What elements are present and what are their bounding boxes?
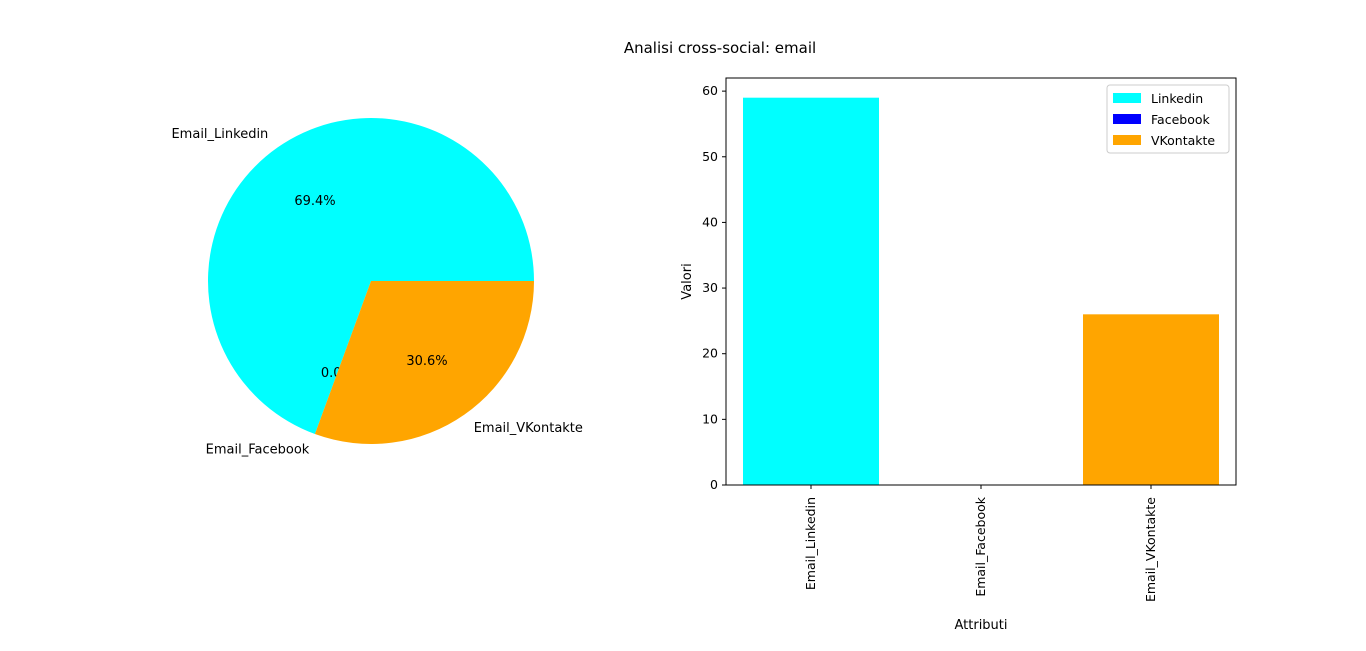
y-tick-label: 50 — [702, 149, 718, 164]
y-tick-label: 30 — [702, 280, 718, 295]
pie-label-email-facebook: Email_Facebook — [206, 442, 310, 457]
y-tick-label: 20 — [702, 346, 718, 361]
legend-label-vkontakte: VKontakte — [1151, 133, 1215, 148]
pie-chart: Email_Linkedin69.4%Email_Facebook0.0%Ema… — [171, 117, 583, 457]
legend-swatch-vkontakte — [1113, 135, 1141, 145]
pie-percent-email-linkedin: 69.4% — [294, 194, 335, 209]
legend-swatch-facebook — [1113, 114, 1141, 124]
figure-title: Analisi cross-social: email — [624, 39, 816, 57]
pie-label-email-linkedin: Email_Linkedin — [171, 127, 268, 142]
y-tick-label: 60 — [702, 83, 718, 98]
bar-email-vkontakte — [1083, 314, 1219, 485]
y-tick-label: 40 — [702, 214, 718, 229]
legend: Linkedin Facebook VKontakte — [1106, 84, 1230, 154]
legend-label-facebook: Facebook — [1151, 112, 1210, 127]
pie-slice-email-linkedin — [207, 117, 534, 435]
legend-swatch-linkedin — [1113, 93, 1141, 103]
x-axis-label: Attributi — [954, 618, 1007, 633]
pie-slice-email-vkontakte — [314, 281, 534, 444]
bar-email-linkedin — [743, 97, 879, 486]
x-tick-label-email-facebook: Email_Facebook — [973, 496, 988, 596]
legend-label-linkedin: Linkedin — [1151, 91, 1203, 106]
plot-frame — [725, 77, 1237, 486]
y-axis-label: Valori — [680, 263, 695, 299]
y-tick-label: 10 — [702, 411, 718, 426]
pie-percent-email-vkontakte: 30.6% — [406, 354, 447, 369]
x-tick-label-email-vkontakte: Email_VKontakte — [1143, 497, 1158, 602]
y-tick-label: 0 — [710, 477, 718, 492]
pie-label-email-vkontakte: Email_VKontakte — [474, 421, 583, 436]
x-tick-label-email-linkedin: Email_Linkedin — [803, 497, 818, 590]
bar-chart: Email_Linkedin Email_Facebook Email_VKonta… — [680, 77, 1237, 633]
